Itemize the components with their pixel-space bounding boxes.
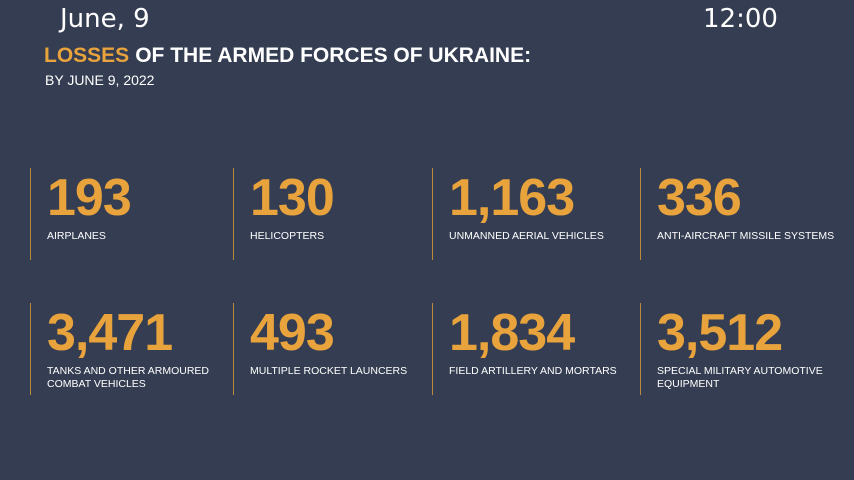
subtitle: BY JUNE 9, 2022 [45, 72, 155, 88]
stat-item: 1,834 FIELD ARTILLERY AND MORTARS [432, 303, 628, 395]
stat-value: 3,471 [47, 304, 173, 362]
stat-label: MULTIPLE ROCKET LAUNCERS [250, 365, 408, 377]
stat-value: 193 [47, 169, 132, 227]
stat-item: 130 HELICOPTERS [233, 168, 429, 260]
title: LOSSES OF THE ARMED FORCES OF UKRAINE: [44, 44, 531, 68]
stat-item: 3,512 SPECIAL MILITARY AUTOMOTIVE EQUIPME… [640, 303, 836, 395]
time: 12:00 [703, 4, 778, 34]
stat-value: 493 [250, 304, 335, 362]
stat-label: SPECIAL MILITARY AUTOMOTIVE EQUIPMENT [657, 365, 823, 390]
stat-value: 3,512 [657, 304, 783, 362]
stat-item: 3,471 TANKS AND OTHER ARMOURED COMBAT VEH… [30, 303, 226, 395]
stat-item: 1,163 UNMANNED AERIAL VEHICLES [432, 168, 628, 260]
title-highlight: LOSSES [44, 44, 130, 67]
stat-value: 336 [657, 169, 742, 227]
stat-value: 130 [250, 169, 335, 227]
stat-value: 1,163 [449, 169, 575, 227]
stat-label: ANTI-AIRCRAFT MISSILE SYSTEMS [657, 230, 835, 242]
stat-label: TANKS AND OTHER ARMOURED COMBAT VEHICLES [47, 365, 209, 390]
stat-item: 336 ANTI-AIRCRAFT MISSILE SYSTEMS [640, 168, 836, 260]
title-rest: OF THE ARMED FORCES OF UKRAINE: [135, 44, 532, 67]
stat-label: HELICOPTERS [250, 230, 325, 242]
stat-label: AIRPLANES [47, 230, 106, 242]
stat-item: 493 MULTIPLE ROCKET LAUNCERS [233, 303, 429, 395]
stat-value: 1,834 [449, 304, 575, 362]
stat-item: 193 AIRPLANES [30, 168, 226, 260]
stat-label: FIELD ARTILLERY AND MORTARS [449, 365, 617, 377]
date: June, 9 [60, 4, 150, 34]
stat-label: UNMANNED AERIAL VEHICLES [449, 230, 604, 242]
